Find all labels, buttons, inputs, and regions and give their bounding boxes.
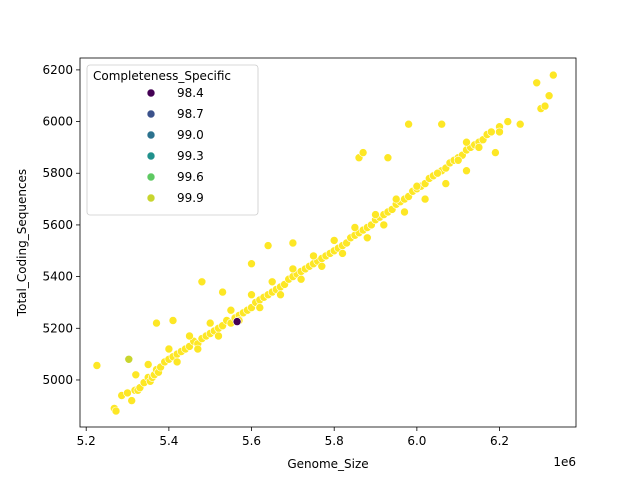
data-point bbox=[433, 168, 442, 178]
y-tick-label: 5600 bbox=[42, 218, 73, 232]
data-point bbox=[540, 101, 550, 111]
data-point bbox=[247, 259, 256, 269]
data-point bbox=[412, 181, 422, 191]
legend-marker bbox=[146, 193, 156, 203]
data-point bbox=[296, 274, 306, 284]
x-tick-label: 6.0 bbox=[407, 434, 426, 448]
data-point bbox=[486, 127, 496, 137]
x-offset-label: 1e6 bbox=[553, 455, 576, 469]
legend-marker bbox=[146, 109, 156, 119]
data-point bbox=[247, 290, 256, 300]
y-tick-label: 6000 bbox=[42, 115, 73, 129]
data-point bbox=[515, 119, 525, 129]
data-point bbox=[350, 223, 360, 232]
data-point bbox=[503, 117, 513, 126]
data-point bbox=[371, 210, 380, 219]
data-point bbox=[131, 370, 141, 380]
y-tick-label: 5000 bbox=[42, 373, 73, 387]
y-axis-label: Total_Coding_Sequences bbox=[15, 169, 29, 317]
legend-label: 99.6 bbox=[177, 170, 204, 184]
data-point bbox=[400, 207, 409, 217]
x-tick-label: 5.8 bbox=[325, 434, 344, 448]
data-point bbox=[255, 303, 265, 312]
data-point bbox=[124, 354, 134, 364]
data-point bbox=[127, 396, 136, 405]
legend-label: 99.0 bbox=[177, 128, 204, 142]
data-point bbox=[358, 148, 368, 157]
legend-label: 99.9 bbox=[177, 191, 204, 205]
data-point bbox=[92, 361, 102, 370]
data-point bbox=[491, 148, 500, 157]
x-tick-label: 5.2 bbox=[77, 434, 96, 448]
legend-label: 98.4 bbox=[177, 86, 204, 100]
legend-marker bbox=[146, 130, 156, 140]
data-point bbox=[474, 143, 484, 152]
data-point bbox=[495, 127, 504, 137]
plot-frame bbox=[79, 57, 577, 428]
y-tick-label: 6200 bbox=[42, 63, 73, 77]
data-point bbox=[462, 166, 471, 175]
data-point bbox=[383, 153, 393, 162]
axes-layer: 5.2 5.4 5.6 5.8 6.0 6.2 5000 5200 5400 5600 5800 60… bbox=[15, 57, 577, 471]
legend-label: 98.7 bbox=[177, 107, 204, 121]
data-point bbox=[214, 331, 223, 341]
data-point bbox=[185, 331, 194, 341]
legend-marker bbox=[146, 172, 156, 182]
x-axis-label: Genome_Size bbox=[287, 457, 368, 471]
data-point bbox=[404, 119, 413, 129]
y-tick-label: 5800 bbox=[42, 166, 73, 180]
data-point bbox=[548, 70, 558, 80]
data-point bbox=[263, 241, 273, 250]
data-point bbox=[329, 236, 339, 245]
x-tick-label: 5.6 bbox=[242, 434, 261, 448]
points-layer bbox=[92, 70, 558, 416]
x-tick-label: 5.4 bbox=[159, 434, 178, 448]
data-point bbox=[462, 137, 471, 147]
data-point bbox=[111, 406, 121, 416]
legend-marker bbox=[146, 88, 156, 98]
data-point bbox=[232, 317, 242, 326]
data-point bbox=[437, 119, 447, 129]
data-point bbox=[226, 305, 236, 315]
data-point bbox=[338, 249, 347, 258]
data-point bbox=[172, 357, 182, 367]
data-point bbox=[168, 316, 178, 325]
legend-marker bbox=[146, 151, 156, 161]
data-point bbox=[152, 318, 161, 328]
legend-box bbox=[86, 64, 259, 216]
data-point bbox=[218, 287, 227, 297]
data-point bbox=[288, 238, 298, 248]
data-point bbox=[123, 388, 132, 398]
data-point bbox=[544, 91, 554, 100]
legend-label: 99.3 bbox=[177, 149, 204, 163]
y-tick-label: 5200 bbox=[42, 321, 73, 335]
legend-title: Completeness_Specific bbox=[93, 69, 231, 83]
data-point bbox=[288, 264, 298, 274]
legend: Completeness_Specific 98.4 98.7 99.0 99.3 99.… bbox=[86, 64, 259, 216]
data-point bbox=[453, 156, 463, 165]
data-point bbox=[420, 194, 430, 204]
data-point bbox=[193, 344, 203, 354]
data-point bbox=[267, 277, 277, 287]
data-point bbox=[391, 194, 401, 204]
y-tick-label: 5400 bbox=[42, 270, 73, 284]
data-point bbox=[532, 78, 542, 88]
data-point bbox=[197, 277, 207, 287]
data-point bbox=[205, 318, 215, 328]
x-tick-label: 6.2 bbox=[490, 434, 509, 448]
data-point bbox=[276, 290, 285, 300]
data-point bbox=[317, 261, 327, 271]
data-point bbox=[441, 179, 451, 188]
data-point bbox=[379, 220, 389, 230]
data-point bbox=[362, 233, 372, 243]
data-point bbox=[143, 360, 153, 369]
data-point bbox=[164, 344, 174, 354]
data-point bbox=[309, 251, 318, 261]
